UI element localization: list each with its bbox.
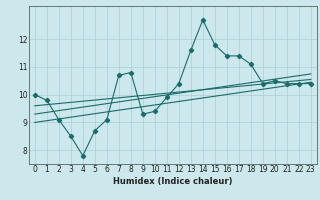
X-axis label: Humidex (Indice chaleur): Humidex (Indice chaleur) — [113, 177, 233, 186]
